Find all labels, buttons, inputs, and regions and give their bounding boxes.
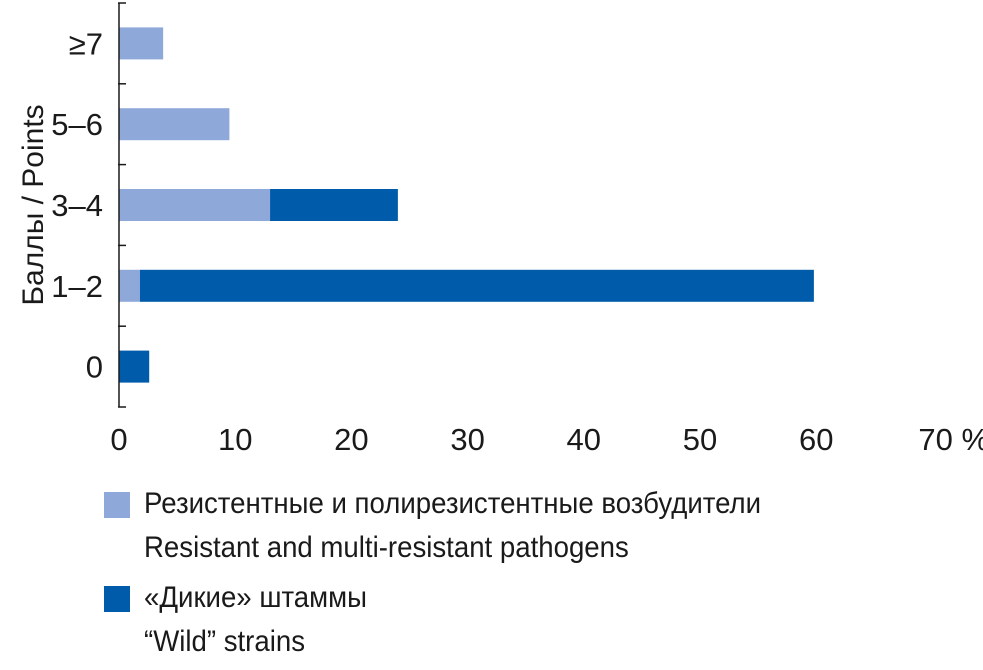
x-tick-label: 30 xyxy=(450,422,484,457)
legend: Резистентные и полирезистентные возбудит… xyxy=(104,482,815,670)
y-tick-label: 5–6 xyxy=(51,107,103,142)
bar-wild-0 xyxy=(119,350,150,383)
legend-label-en: “Wild” strains xyxy=(144,625,306,658)
legend-item-wild: «Дикие» штаммы “Wild” strains xyxy=(104,576,815,664)
bar-wild-1 xyxy=(139,269,814,302)
x-tick-label: 20 xyxy=(334,422,368,457)
y-tick-label: 3–4 xyxy=(51,188,103,223)
y-tick-label: ≥7 xyxy=(69,26,103,61)
legend-label-ru: «Дикие» штаммы xyxy=(144,581,367,614)
bar-resistant-1 xyxy=(119,269,140,302)
legend-label-en: Resistant and multi-resistant pathogens xyxy=(144,531,629,564)
bar-resistant-3 xyxy=(119,108,230,141)
legend-label-ru: Резистентные и полирезистентные возбудит… xyxy=(144,487,762,520)
legend-item-resistant: Резистентные и полирезистентные возбудит… xyxy=(104,482,815,570)
x-tick-label: 10 xyxy=(218,422,252,457)
bar-resistant-4 xyxy=(119,27,164,60)
y-tick-label: 0 xyxy=(86,350,103,385)
x-tick-label: 70 % xyxy=(918,422,983,457)
y-axis-title: Баллы / Points xyxy=(17,104,50,305)
x-tick-label: 40 xyxy=(567,422,601,457)
legend-swatch-wild xyxy=(104,586,130,612)
bar-resistant-2 xyxy=(119,189,271,221)
x-tick-label: 50 xyxy=(683,422,717,457)
bar-chart: 0 1–2 3–4 5–6 ≥7 0 10 20 30 40 50 60 70 % Баллы / Poi… xyxy=(17,2,983,457)
x-tick-label: 0 xyxy=(110,422,127,457)
legend-swatch-resistant xyxy=(104,492,130,518)
x-tick-label: 60 xyxy=(799,422,833,457)
y-tick-label: 1–2 xyxy=(51,269,103,304)
bar-wild-2 xyxy=(270,189,398,221)
